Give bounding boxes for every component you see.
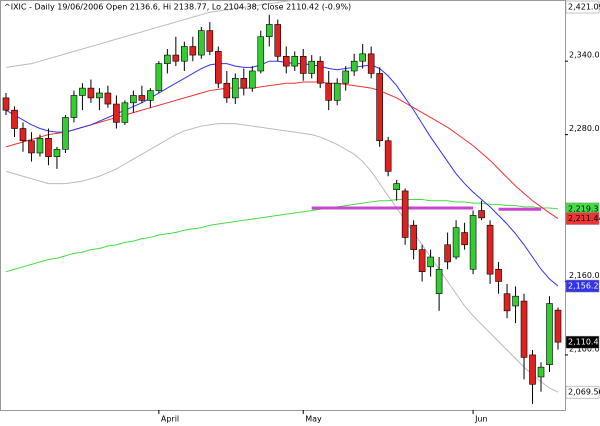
indicator-line [5,0,299,68]
price-tag [565,279,600,293]
candle-body [96,92,103,99]
candle-body [401,190,409,238]
candle-body [495,268,502,282]
y-tick-label: 2,100.0 [569,344,600,353]
price-tag-label: 2,211.44 [568,214,600,223]
candle-body [198,30,205,56]
candle-body [138,95,146,101]
candle-body [350,60,358,72]
candle-body [215,51,222,84]
candle-body [376,73,383,142]
x-tick-label: Jun [474,415,488,424]
price-tag [565,385,600,399]
candle-body [359,53,366,62]
candle-body [410,224,417,250]
candle-body [113,103,120,123]
candle-body [19,128,27,142]
indicator-line [5,198,559,273]
candle-body [333,82,341,101]
y-tick-label: 2,340.0 [569,51,600,60]
candle-body [223,82,231,99]
price-tag [565,212,600,225]
candle-body [316,60,324,84]
candle-body [206,30,214,52]
candle-body [444,244,451,263]
plot-area [2,0,562,404]
price-tag-label: 2,110.42 [568,338,600,347]
candle-body [342,70,349,84]
candle-body [130,95,137,104]
candle-body [554,309,562,343]
candle-body [155,63,163,91]
indicator-line [5,60,559,287]
candle-body [87,87,95,99]
candle-body [45,137,52,157]
price-tag-label: 2,069.56 [568,388,600,397]
price-tag [565,335,600,349]
candle-body [418,249,426,273]
candle-body [70,95,78,118]
candle-body [461,232,468,246]
candle-body [435,268,443,295]
candle-body [291,55,299,67]
candle-body [248,70,256,89]
candle-body [181,46,188,62]
candle-body [393,183,400,191]
candle-body [274,24,282,57]
y-tick-label: 2,160.0 [569,271,600,280]
candle-body [2,97,10,111]
candle-body [231,78,239,99]
price-tag-label: 2,219.3 [568,204,599,213]
x-tick-label: May [305,415,322,424]
candle-body [79,87,86,96]
candle-body [486,224,494,275]
candle-body [325,82,333,101]
candle-body [172,54,180,62]
candle-body [36,137,44,154]
candle-body [478,210,485,219]
candle-body [469,215,477,270]
x-tick-label: April [161,415,179,424]
candle-body [104,92,112,105]
candle-body [11,109,18,129]
candle-body [147,90,154,101]
candle-body [53,149,61,157]
y-tick-label: 2,280.0 [569,124,600,133]
candle-body [282,55,290,67]
candle-body [240,78,248,89]
price-tag-label: 2,421.09 [568,3,600,12]
candle-body [546,303,553,366]
candle-body [367,53,375,74]
candle-body [512,295,519,307]
candle-body [537,366,545,378]
candle-body [62,117,69,150]
candle-body [427,256,434,268]
candle-body [164,54,171,64]
candle-body [503,293,511,312]
candle-body [189,46,197,56]
candle-body [308,60,316,74]
indicator-line [5,81,559,219]
candle-body [299,55,307,74]
chart-title: ^IXIC - Daily 19/06/2006 Open 2136.6, Hi… [4,3,351,12]
candle-body [529,354,536,385]
price-tag-label: 2,156.28 [568,282,600,291]
candle-body [121,102,129,123]
plot-frame [0,0,566,411]
indicator-line [5,123,559,393]
candle-body [384,140,392,172]
candle-body [28,140,35,154]
candle-body [257,36,265,72]
price-tag [565,0,600,14]
candle-body [520,300,528,358]
candle-body [452,227,460,258]
candle-body [265,24,273,38]
